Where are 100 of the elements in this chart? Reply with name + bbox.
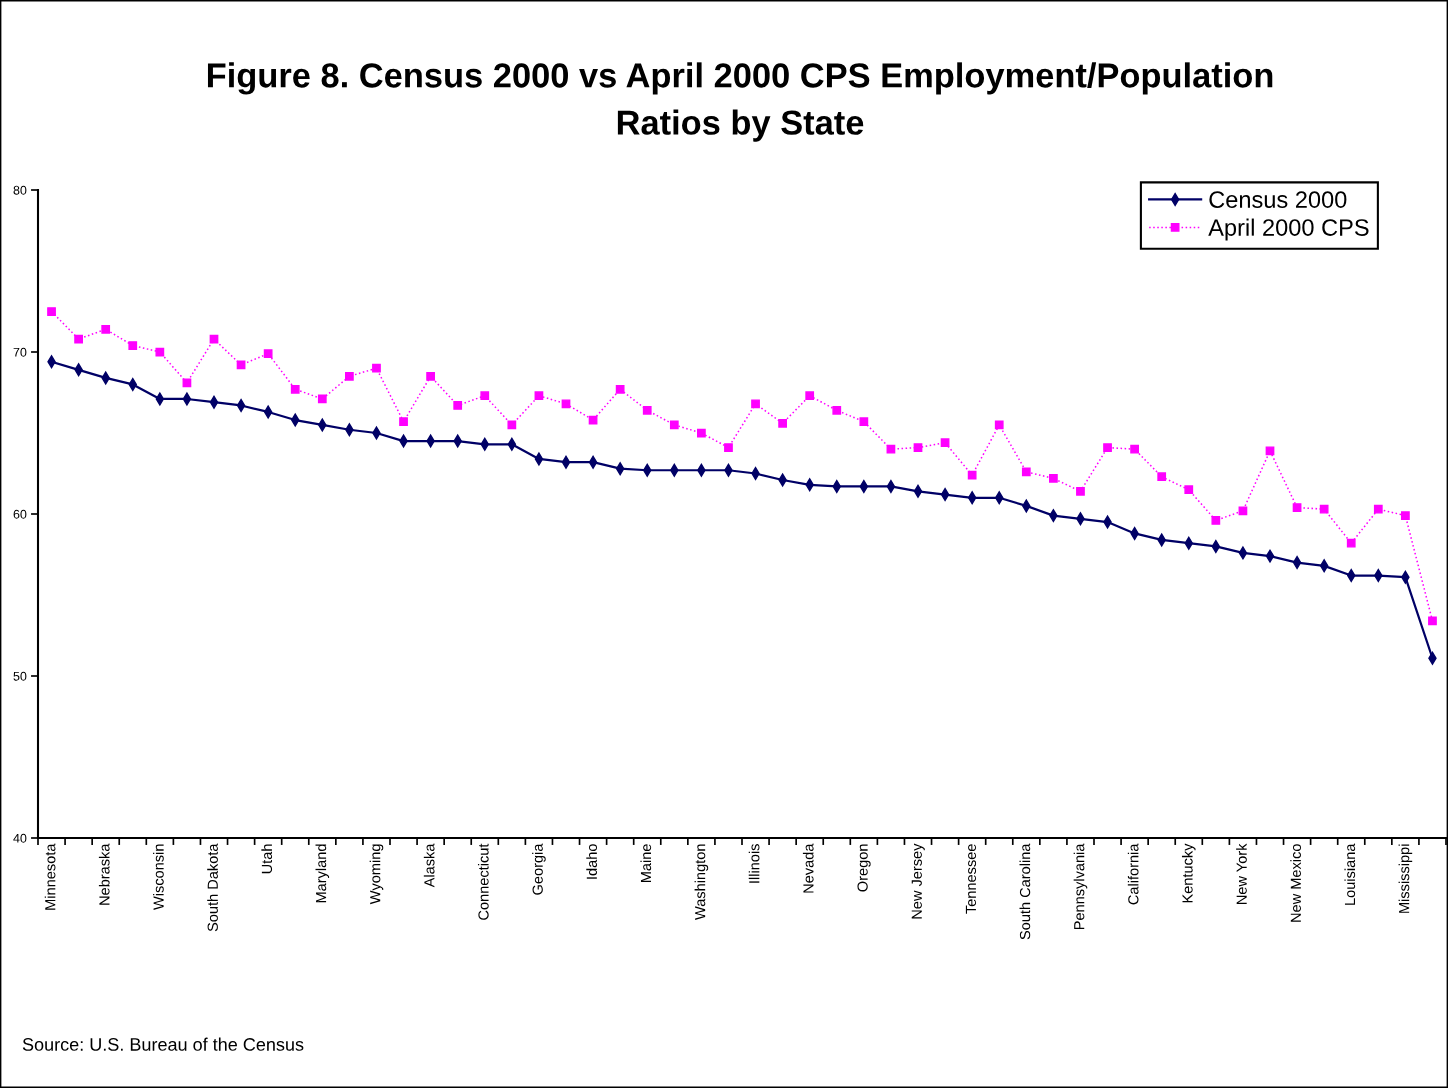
point [426,371,435,381]
point [290,384,300,394]
point [1346,538,1356,548]
point [534,452,544,466]
point [967,491,977,505]
x-tick-label: New Mexico [1290,844,1301,922]
x-tick-label: Minnesota [44,843,56,910]
point [561,399,571,409]
point [832,405,842,415]
point [1130,444,1139,454]
point [913,484,923,498]
point [588,455,598,469]
point [561,455,571,469]
point [940,438,950,448]
point [372,363,381,373]
point [534,391,544,401]
point [1021,467,1031,477]
point [913,443,923,452]
legend-label: Census 2000 [1209,191,1347,208]
point [1103,443,1112,452]
point [1319,559,1329,573]
point [1184,485,1194,495]
point [994,420,1004,430]
point [669,420,679,430]
y-tick-label: 80 [13,185,27,195]
point [1428,616,1437,626]
point [345,371,354,381]
point [155,392,165,406]
point [1076,486,1085,496]
x-tick-label: New Jersey [911,843,925,919]
x-tick-label: Mississippi [1398,844,1413,913]
point [697,428,706,438]
point [1211,539,1221,553]
y-tick-label: 50 [13,671,27,681]
point [1373,504,1383,514]
point [480,391,490,401]
y-tick-label: 40 [13,833,27,843]
point [642,405,652,415]
x-tick-label: Louisiana [1344,843,1356,905]
point [74,334,83,344]
point [724,443,733,452]
point [1401,511,1410,520]
x-tick-label: Tennessee [965,844,977,914]
point [209,395,219,409]
point [778,418,787,428]
point [967,470,977,480]
point [615,384,625,394]
point [155,347,165,357]
point [886,444,896,454]
point [1238,506,1248,516]
point [399,417,408,427]
point [47,307,56,316]
point [615,462,625,476]
point [290,413,300,427]
x-tick-label: Alaska [423,843,435,888]
x-tick-label: South Dakota [207,843,218,932]
point [994,491,1004,505]
x-tick-label: Pennsylvania [1073,843,1088,930]
x-tick-label: Kentucky [1181,843,1196,903]
point [1319,504,1329,514]
y-tick-label: 70 [13,347,27,357]
point [859,417,869,427]
x-tick-label: California [1127,843,1139,905]
x-tick-label: Washington [694,844,709,920]
x-tick-label: Maryland [315,844,330,903]
x-tick-label: Utah [261,844,273,874]
point [1049,473,1058,483]
point [1238,546,1248,560]
legend-label: April 2000 CPS [1208,218,1369,241]
point [507,437,517,451]
point [1157,472,1167,482]
point [1292,503,1302,512]
x-tick-label: Wisconsin [153,844,164,910]
x-tick-label: Georgia [532,843,546,895]
x-tick-label: South Carolina [1019,843,1031,940]
point [263,349,273,358]
x-tick-label: Oregon [857,844,871,892]
x-tick-label: New York [1236,843,1247,904]
point [751,399,760,409]
point [1265,446,1275,456]
point [1292,556,1302,570]
point [263,405,273,419]
point [453,401,463,410]
point [182,392,192,406]
source-note: Source: U.S. Bureau of the Census [22,1037,304,1051]
x-tick-label: Nebraska [98,843,110,905]
point [101,324,111,334]
point [805,391,815,401]
x-tick-label: Nevada [802,843,814,893]
x-tick-label: Wyoming [369,844,384,905]
x-tick-label: Connecticut [477,843,489,920]
point [128,341,138,350]
point [182,378,192,388]
x-tick-label: Maine [640,844,652,883]
x-tick-label: Illinois [748,844,760,883]
point [507,420,517,430]
point [317,394,327,404]
y-tick-label: 60 [13,509,27,519]
point [1211,516,1221,525]
x-tick-label: Idaho [586,844,597,879]
